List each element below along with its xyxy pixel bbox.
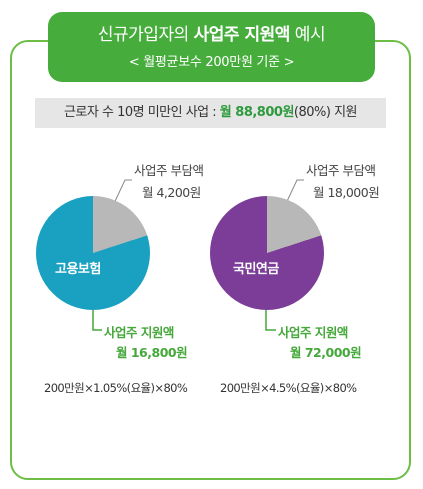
employment-insurance-pie: [36, 196, 150, 310]
page-subtitle: < 월평균보수 200만원 기준 >: [128, 55, 295, 70]
summary-prefix: 근로자 수 10명 미만인 사업 :: [63, 105, 220, 120]
title-suffix: 예시: [289, 25, 326, 45]
support-value-2: 월 72,000원: [290, 345, 362, 360]
support-value-1: 월 16,800원: [116, 345, 188, 360]
formula-pension: 200만원×4.5%(요율)×80%: [220, 381, 357, 395]
support-label-1: 사업주 지원액: [104, 325, 174, 340]
title-bold: 사업주 지원액: [193, 25, 291, 45]
national-pension-pie: [210, 196, 324, 310]
pie-label-pension: 국민연금: [233, 262, 279, 277]
summary-highlight: 월 88,800원: [219, 105, 295, 120]
summary-suffix: (80%) 지원: [293, 105, 358, 120]
support-leader-2: [265, 305, 276, 331]
page-title: 신규가입자의 사업주 지원액 예시: [48, 20, 375, 45]
title-prefix: 신규가입자의: [97, 25, 194, 45]
burden-value-1: 월 4,200원: [142, 185, 201, 200]
title-banner: 신규가입자의 사업주 지원액 예시 < 월평균보수 200만원 기준 >: [48, 12, 375, 82]
support-leader-1: [92, 305, 102, 331]
burden-label-1: 사업주 부담액: [134, 163, 204, 178]
support-label-2: 사업주 지원액: [278, 325, 348, 340]
formula-employment: 200만원×1.05%(요율)×80%: [44, 381, 188, 395]
summary-bar: 근로자 수 10명 미만인 사업 : 월 88,800원(80%) 지원: [35, 98, 386, 128]
pie-label-employment: 고용보험: [55, 262, 101, 277]
burden-value-2: 월 18,000원: [313, 185, 380, 200]
burden-label-2: 사업주 부담액: [306, 163, 376, 178]
